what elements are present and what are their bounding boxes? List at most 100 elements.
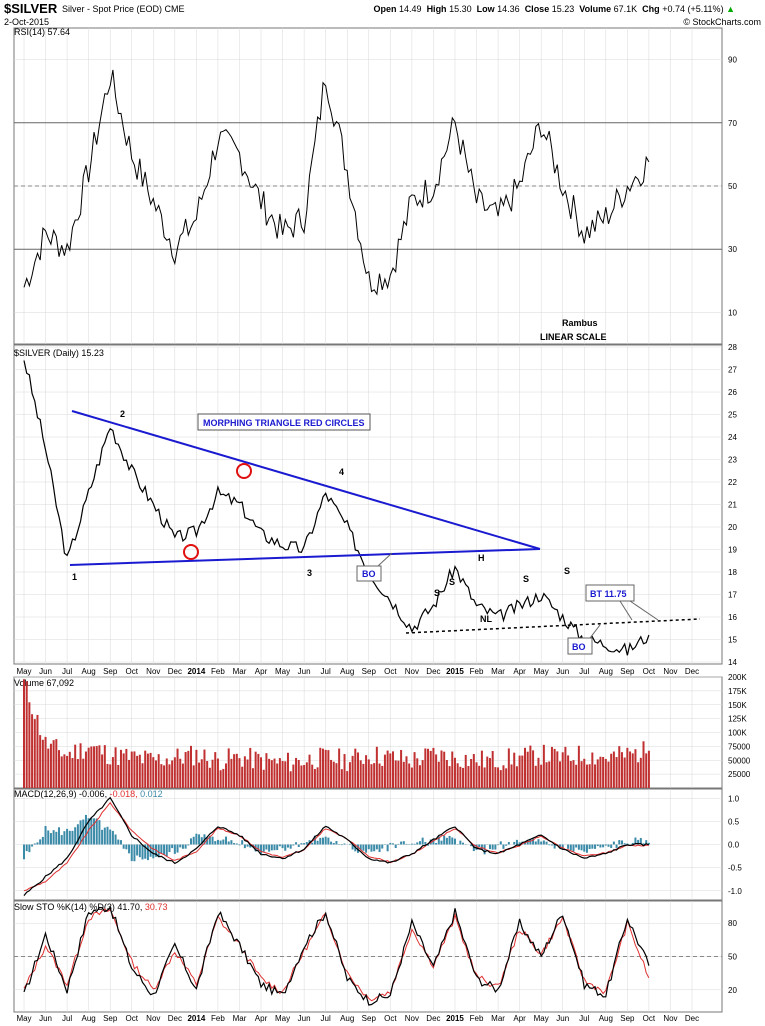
volume-bar	[179, 758, 182, 788]
macd-hist-bar	[106, 826, 109, 845]
macd-hist-bar	[278, 844, 281, 847]
x-tick-label: Oct	[126, 1014, 139, 1023]
up-arrow-icon: ▲	[726, 4, 735, 14]
macd-hist-bar	[79, 820, 82, 845]
macd-hist-bar	[343, 843, 346, 845]
symbol: $SILVER	[4, 1, 58, 16]
x-tick-label: Apr	[513, 667, 526, 676]
volume-bar	[418, 765, 421, 788]
volume-bar	[478, 765, 481, 788]
point-3: 3	[307, 568, 312, 578]
y-tick-label: 25000	[728, 770, 751, 779]
macd-hist-bar	[90, 817, 93, 845]
x-tick-label: Jun	[556, 1014, 569, 1023]
macd-hist-bar	[507, 842, 510, 845]
volume-bar	[416, 758, 419, 788]
macd-hist-bar	[335, 841, 338, 845]
x-tick-label: Oct	[384, 667, 397, 676]
macd-hist-bar	[596, 844, 599, 847]
y-tick-label: 18	[728, 568, 737, 577]
macd-hist-bar	[260, 844, 263, 855]
symbol-name: Silver - Spot Price (EOD) CME	[62, 4, 185, 14]
macd-hist-bar	[297, 844, 300, 847]
macd-hist-bar	[483, 844, 486, 855]
volume-bar	[292, 764, 295, 788]
volume-bar	[262, 769, 265, 788]
x-tick-label: Oct	[643, 667, 656, 676]
volume-bar	[491, 751, 494, 788]
volume-bar	[453, 757, 456, 788]
macd-hist-bar	[612, 841, 615, 845]
volume-bar	[618, 746, 621, 788]
macd-hist-bar	[478, 844, 481, 848]
neckline-dashed	[405, 618, 701, 634]
hs-nl: NL	[480, 614, 492, 624]
macd-hist-bar	[184, 844, 187, 849]
x-tick-label: Jul	[321, 667, 331, 676]
volume-bar	[639, 757, 642, 788]
macd-hist-bar	[152, 844, 155, 859]
volume-bar	[507, 748, 510, 788]
macd-hist-bar	[195, 833, 198, 845]
y-tick-label: 200K	[728, 673, 747, 682]
macd-hist-bar	[421, 837, 424, 845]
y-tick-label: 75000	[728, 742, 751, 751]
triangle-label: MORPHING TRIANGLE RED CIRCLES	[203, 418, 365, 428]
x-tick-label: Sep	[362, 1014, 377, 1023]
volume-bar	[486, 756, 489, 788]
macd-hist-bar	[451, 837, 454, 845]
macd-hist-bar	[93, 818, 96, 845]
macd-hist-bar	[615, 844, 618, 848]
hs-h: H	[478, 553, 485, 563]
y-tick-label: 24	[728, 433, 737, 442]
volume-bar	[173, 757, 176, 788]
macd-hist-bar	[206, 837, 209, 845]
x-tick-label: Dec	[685, 667, 699, 676]
macd-hist-bar	[365, 844, 368, 853]
triangle-label-box	[197, 413, 371, 431]
volume-bar	[483, 767, 486, 788]
macd-hist-bar	[559, 844, 562, 849]
macd-hist-bar	[631, 842, 634, 845]
y-tick-label: 23	[728, 456, 737, 465]
macd-hist-bar	[316, 840, 319, 845]
volume-bar	[230, 758, 233, 788]
x-tick-label: Feb	[470, 667, 484, 676]
volume-bar	[257, 753, 260, 788]
macd-hist-bar	[286, 844, 289, 848]
macd-title: MACD(12,26,9) -0.006, -0.018, 0.012	[14, 789, 163, 799]
volume-bar	[270, 760, 273, 788]
volume-bar	[133, 751, 136, 788]
volume-bar	[440, 750, 443, 788]
macd-hist-bar	[149, 844, 152, 857]
x-tick-label: Dec	[426, 1014, 440, 1023]
macd-hist-bar	[332, 843, 335, 845]
x-tick-label: Jun	[39, 667, 52, 676]
volume-bar	[130, 751, 133, 788]
volume-bar	[542, 744, 545, 788]
macd-hist-bar	[389, 842, 392, 845]
volume-bar	[594, 764, 597, 788]
volume-bar	[276, 763, 279, 788]
macd-hist-bar	[292, 844, 295, 846]
macd-hist-bar	[31, 844, 34, 847]
volume-bar	[25, 681, 28, 788]
macd-hist-bar	[340, 844, 343, 846]
macd-hist-bar	[440, 840, 443, 845]
hs-s1: S	[434, 588, 440, 598]
x-tick-label: Sep	[103, 1014, 118, 1023]
y-tick-label: 50	[728, 953, 737, 962]
macd-hist-bar	[98, 820, 101, 845]
volume-bar	[117, 764, 120, 788]
panel-frames	[13, 27, 723, 1013]
volume-bar	[585, 764, 588, 788]
y-tick-label: 25	[728, 411, 737, 420]
volume-bar	[599, 756, 602, 788]
x-tick-label: Dec	[426, 667, 440, 676]
volume-bar	[168, 764, 171, 788]
macd-hist-bar	[262, 844, 265, 852]
macd-hist-bar	[144, 844, 147, 859]
macd-hist-bar	[470, 844, 473, 847]
volume-bar	[93, 746, 96, 788]
y-tick-label: 20	[728, 986, 737, 995]
